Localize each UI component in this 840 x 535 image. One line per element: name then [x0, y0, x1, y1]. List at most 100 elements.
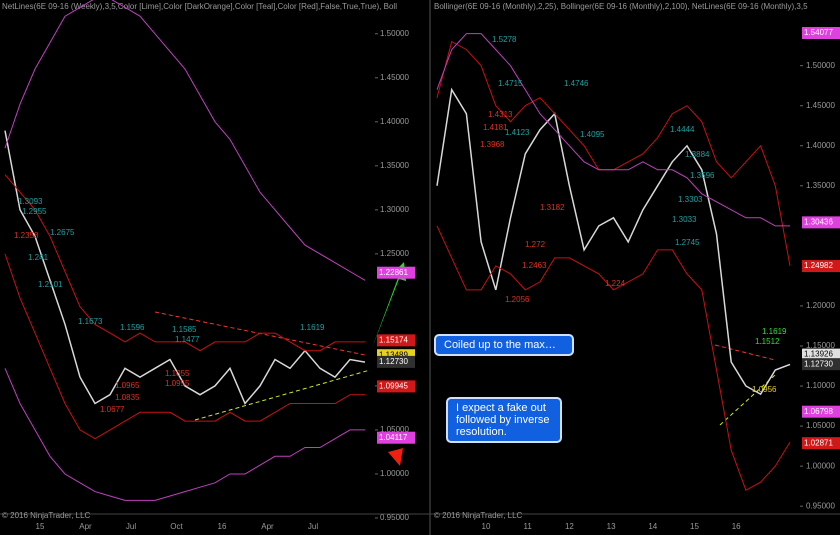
- price-note: 1.1596: [120, 323, 145, 332]
- y-tick-label: 1.40000: [806, 141, 835, 150]
- indicator-header: Bollinger(6E 09-16 (Monthly),2,25), Boll…: [434, 2, 808, 11]
- y-tick-label: 1.35000: [380, 161, 409, 170]
- price-note: 1.4313: [488, 110, 513, 119]
- price-tag: [377, 380, 415, 393]
- band-line: [4, 253, 365, 440]
- x-tick-label: Apr: [79, 522, 92, 531]
- price-note: 1.1619: [300, 323, 325, 332]
- price-note: 1.224: [605, 279, 626, 288]
- x-tick-label: 13: [607, 522, 616, 531]
- indicator-header: NetLines(6E 09-16 (Weekly),3,5,Color [Li…: [2, 2, 397, 11]
- y-tick-label: 0.95000: [806, 501, 835, 510]
- x-tick-label: Jul: [308, 522, 318, 531]
- price-tag: [802, 216, 840, 229]
- price-note: 1.272: [525, 240, 546, 249]
- price-note: 1.241: [28, 253, 49, 262]
- y-tick-label: 1.45000: [806, 101, 835, 110]
- price-tag-label: 1.13489: [379, 350, 408, 359]
- y-tick-label: 1.40000: [380, 117, 409, 126]
- y-tick-label: 1.20000: [806, 301, 835, 310]
- price-note: 1.3033: [672, 215, 697, 224]
- price-note: 1.1673: [78, 317, 103, 326]
- price-note: 1.2463: [522, 261, 547, 270]
- price-note: 1.4444: [670, 125, 695, 134]
- price-note: 1.0677: [100, 405, 125, 414]
- price-line: [436, 87, 791, 396]
- y-tick-label: 1.05000: [380, 425, 409, 434]
- price-note: 1.4715: [498, 79, 523, 88]
- price-tag-label: 1.22861: [379, 268, 408, 277]
- x-tick-label: Apr: [261, 522, 274, 531]
- price-tag-label: 1.09945: [379, 382, 408, 391]
- price-note: 1.0965: [115, 381, 140, 390]
- copyright: © 2016 NinjaTrader, LLC: [2, 511, 91, 520]
- y-tick-label: 1.30000: [380, 205, 409, 214]
- price-note: 1.2358: [14, 231, 39, 240]
- y-tick-label: 1.00000: [806, 461, 835, 470]
- price-note: 1.1619: [762, 327, 787, 336]
- band-line: [436, 225, 791, 491]
- y-tick-label: 1.35000: [806, 181, 835, 190]
- trendline: [719, 374, 776, 426]
- price-tag: [377, 355, 415, 368]
- price-note: 1.4746: [564, 79, 589, 88]
- x-tick-label: Oct: [170, 522, 183, 531]
- x-tick-label: 11: [524, 522, 533, 531]
- price-note: 1.1585: [172, 325, 197, 334]
- price-note: 1.4181: [483, 123, 508, 132]
- y-tick-label: 1.10000: [806, 381, 835, 390]
- x-tick-label: Jul: [126, 522, 136, 531]
- x-tick-label: 16: [732, 522, 741, 531]
- price-note: 1.3093: [18, 197, 43, 206]
- down-arrow: [374, 392, 403, 466]
- x-tick-label: 14: [648, 522, 657, 531]
- price-tag: [377, 431, 415, 444]
- price-note: 1.2955: [22, 207, 47, 216]
- price-tag: [802, 437, 840, 450]
- band-line: [4, 0, 366, 281]
- price-tag-label: 1.24982: [804, 261, 833, 270]
- x-tick-label: 16: [218, 522, 227, 531]
- price-line: [4, 130, 366, 405]
- y-tick-label: 1.15000: [806, 341, 835, 350]
- price-note: 1.1055: [165, 369, 190, 378]
- price-note: 1.0955: [165, 379, 190, 388]
- annotation: I expect a fake out followed by inverse …: [446, 397, 562, 443]
- price-tag-label: 1.30436: [804, 217, 833, 226]
- y-tick-label: 1.45000: [380, 73, 409, 82]
- y-tick-label: 1.05000: [806, 421, 835, 430]
- price-note: 1.0835: [115, 393, 140, 402]
- price-note: 1.5278: [492, 35, 517, 44]
- y-tick-label: 1.50000: [806, 61, 835, 70]
- band-line: [4, 368, 365, 501]
- price-tag: [802, 358, 840, 371]
- price-note: 1.2745: [675, 238, 700, 247]
- price-note: 1.4123: [505, 128, 530, 137]
- price-tag-label: 1.12730: [379, 357, 408, 366]
- price-note: 1.1477: [175, 335, 200, 344]
- price-tag: [802, 260, 840, 273]
- x-tick-label: 12: [565, 522, 574, 531]
- price-tag: [377, 334, 415, 347]
- price-tag: [377, 266, 415, 279]
- price-note: 1.3182: [540, 203, 565, 212]
- y-tick-label: 1.50000: [380, 29, 409, 38]
- price-tag-label: 1.15174: [379, 335, 408, 344]
- price-note: 1.3968: [480, 140, 505, 149]
- x-tick-label: 10: [482, 522, 491, 531]
- band-line: [436, 40, 791, 266]
- y-tick-label: 1.25000: [380, 249, 409, 258]
- y-tick-label: 1.00000: [380, 469, 409, 478]
- price-tag-label: 1.54077: [804, 28, 833, 37]
- copyright: © 2016 NinjaTrader, LLC: [434, 511, 523, 520]
- price-tag-label: 1.13926: [804, 350, 833, 359]
- trendline: [194, 369, 371, 421]
- y-tick-label: 0.95000: [380, 513, 409, 522]
- x-tick-label: 15: [690, 522, 699, 531]
- band-line: [436, 33, 790, 227]
- price-note: 1.3596: [690, 171, 715, 180]
- price-tag-label: 1.06798: [804, 407, 833, 416]
- price-note: 1.2056: [505, 295, 530, 304]
